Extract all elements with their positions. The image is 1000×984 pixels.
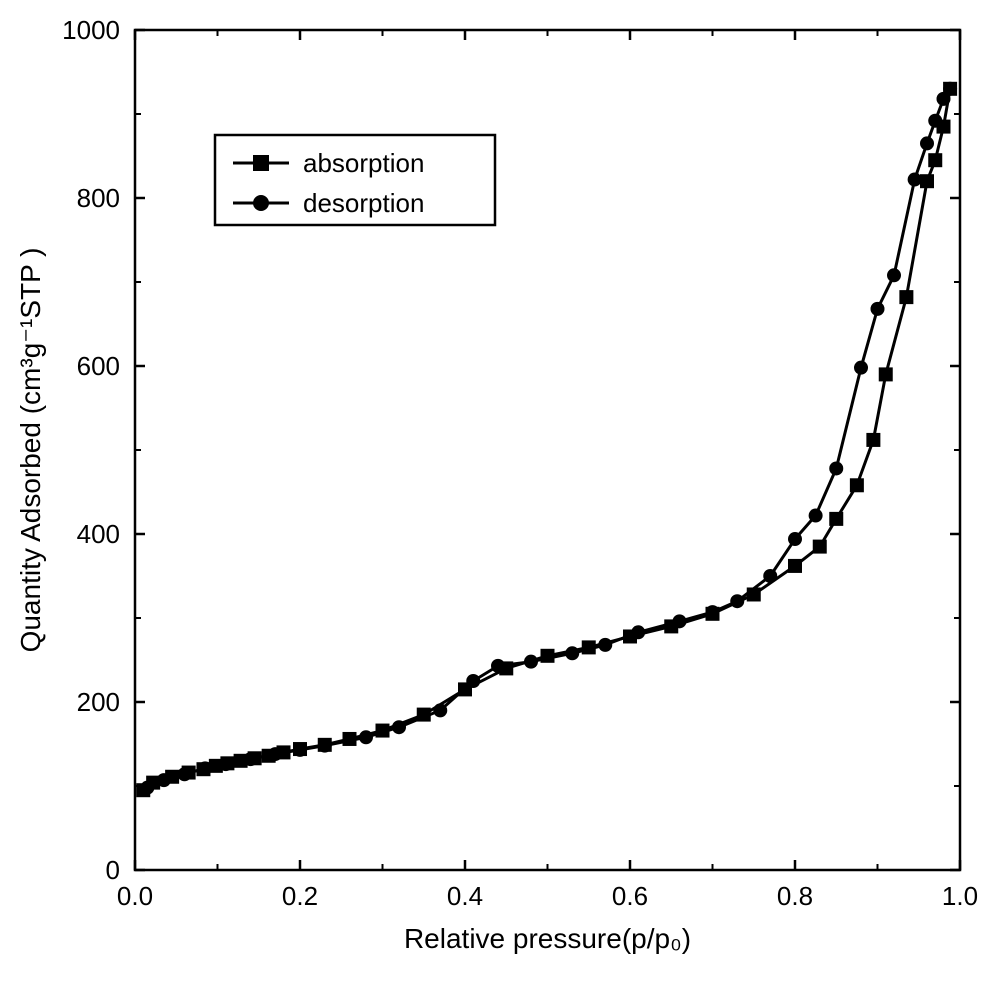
marker-circle [673,614,687,628]
marker-circle [631,625,645,639]
y-tick-label: 400 [77,519,120,549]
legend-label: desorption [303,188,424,218]
x-tick-label: 0.6 [612,881,648,911]
legend-marker-square [253,155,269,171]
marker-square [866,433,880,447]
marker-square [813,540,827,554]
x-tick-label: 1.0 [942,881,978,911]
marker-circle [466,674,480,688]
marker-circle [198,761,212,775]
marker-circle [809,509,823,523]
y-tick-label: 200 [77,687,120,717]
marker-circle [491,659,505,673]
marker-circle [140,781,154,795]
marker-circle [598,638,612,652]
marker-circle [730,594,744,608]
marker-circle [706,605,720,619]
y-tick-label: 0 [106,855,120,885]
isotherm-chart: 0.0 0.2 0.4 0.6 0.8 1.0 0 200 400 600 800 1000 Relat… [0,0,1000,984]
x-axis-label: Relative pressure(p/p₀) [404,923,691,954]
legend: absorption desorption [215,135,495,225]
x-tick-label: 0.2 [282,881,318,911]
marker-circle [763,569,777,583]
marker-circle [928,114,942,128]
legend-label: absorption [303,148,424,178]
marker-circle [887,268,901,282]
marker-circle [908,173,922,187]
marker-circle [244,752,258,766]
marker-circle [433,703,447,717]
marker-circle [871,302,885,316]
marker-square [788,559,802,573]
marker-circle [219,757,233,771]
marker-circle [920,136,934,150]
x-tick-label: 0.0 [117,881,153,911]
chart-container: 0.0 0.2 0.4 0.6 0.8 1.0 0 200 400 600 800 1000 Relat… [0,0,1000,984]
marker-square [829,512,843,526]
marker-circle [157,773,171,787]
marker-circle [788,532,802,546]
marker-square [928,153,942,167]
x-tick-label: 0.8 [777,881,813,911]
marker-circle [565,646,579,660]
marker-circle [392,720,406,734]
legend-marker-circle [253,195,269,211]
y-tick-label: 800 [77,183,120,213]
x-tick-label: 0.4 [447,881,483,911]
marker-square [920,174,934,188]
marker-circle [359,730,373,744]
marker-circle [854,361,868,375]
marker-square [850,478,864,492]
marker-square [899,290,913,304]
marker-circle [293,743,307,757]
marker-circle [318,739,332,753]
marker-square [879,367,893,381]
marker-circle [178,767,192,781]
marker-circle [937,92,951,106]
y-tick-label: 600 [77,351,120,381]
marker-circle [268,747,282,761]
y-tick-label: 1000 [62,15,120,45]
marker-circle [524,655,538,669]
marker-circle [829,461,843,475]
y-axis-label: Quantity Adsorbed (cm³g⁻¹STP ) [15,248,46,653]
